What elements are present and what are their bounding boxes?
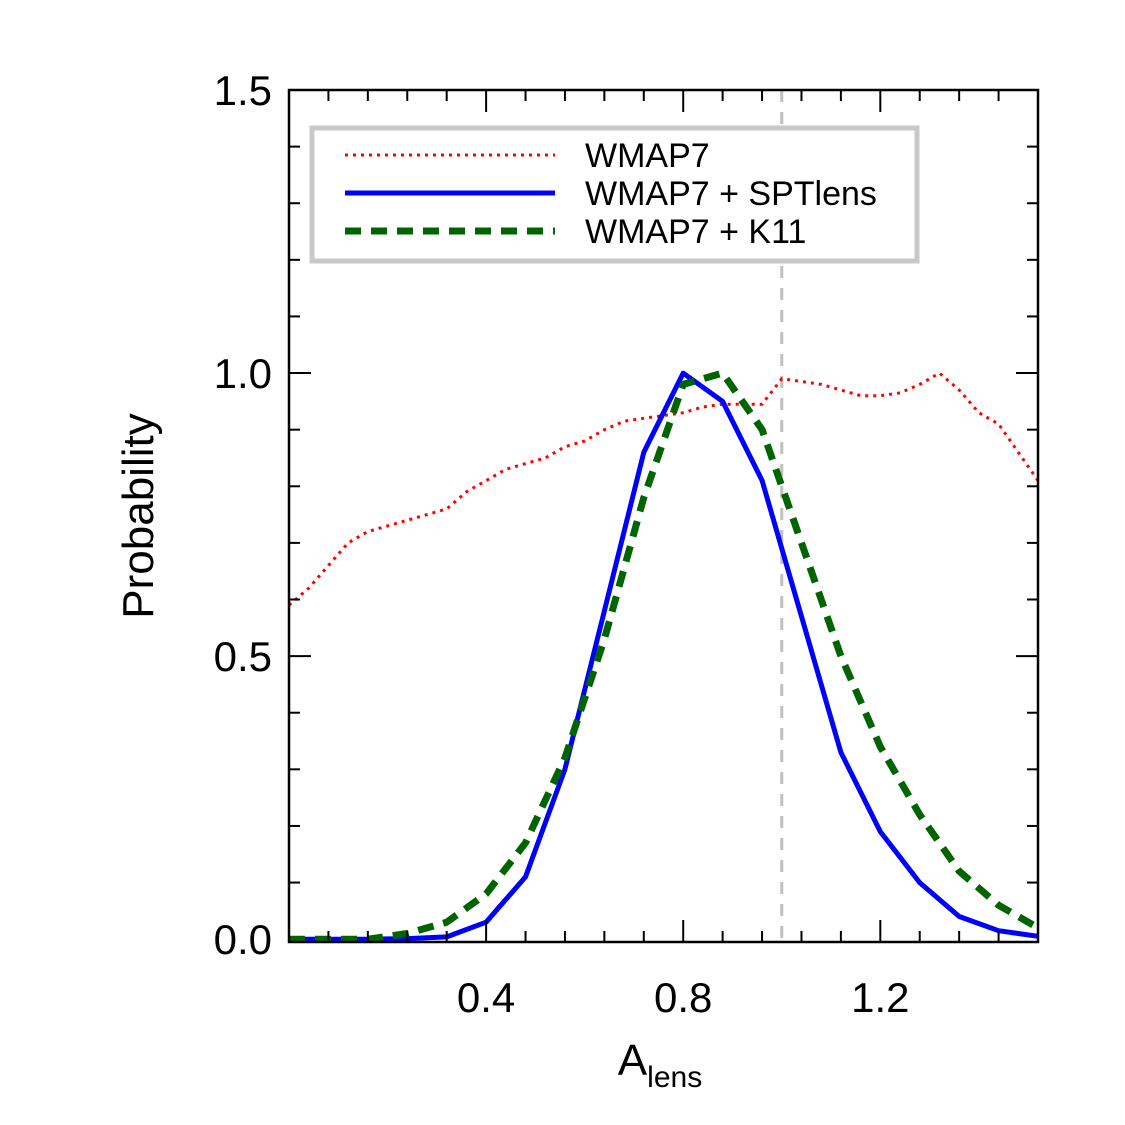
series-line-2 (289, 370, 1039, 942)
series-line-1 (288, 371, 1040, 607)
x-axis-label: Alens (618, 1036, 702, 1094)
series-line-3 (289, 369, 1040, 943)
legend-label-3: WMAP7 + K11 (585, 213, 806, 251)
x-axis-label-main: A (618, 1036, 648, 1085)
tick-layer (289, 89, 1038, 942)
x-axis-label-subscript: lens (647, 1061, 702, 1094)
x-tick-label: 0.4 (457, 974, 515, 1021)
x-tick-label: 1.2 (851, 974, 909, 1021)
legend-label-1: WMAP7 (585, 137, 710, 175)
y-tick-label: 0.0 (214, 916, 272, 963)
plot-frame (287, 88, 1040, 944)
legend-label-2: WMAP7 + SPTlens (585, 175, 877, 213)
y-tick-label: 1.5 (214, 67, 272, 114)
y-tick-label: 1.0 (214, 350, 272, 397)
series-layer (288, 369, 1040, 943)
y-axis-label: Probability (114, 413, 163, 618)
x-tick-label: 0.8 (654, 974, 712, 1021)
y-tick-label: 0.5 (214, 633, 272, 680)
tick-label-layer: 0.4 0.8 1.2 0.0 0.5 1.0 1.5 (214, 67, 910, 1021)
